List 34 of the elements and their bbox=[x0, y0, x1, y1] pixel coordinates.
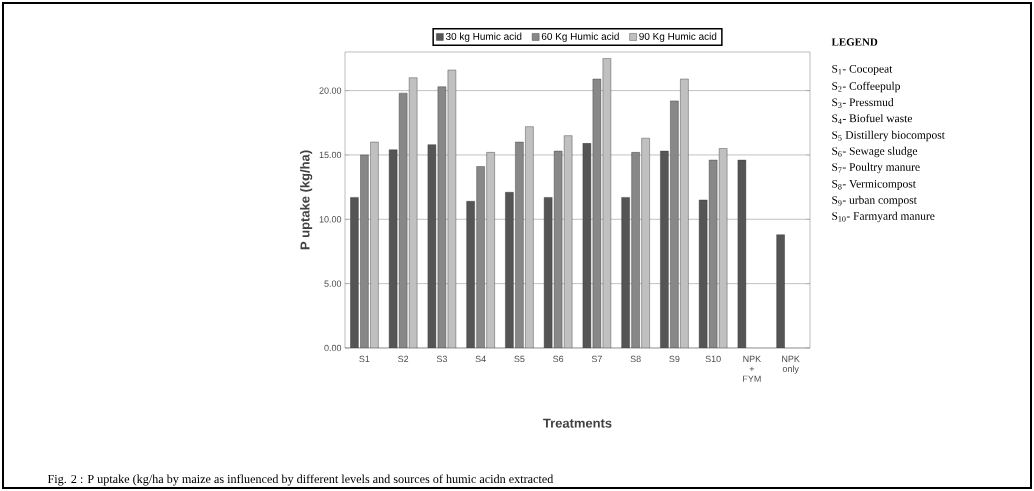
x-tick-label: NPK + FYM bbox=[743, 355, 761, 382]
y-tick-label: 5.00 bbox=[324, 280, 342, 287]
y-tick-label: 15.00 bbox=[319, 151, 342, 159]
text: S$_{7}$- Poultry manure bbox=[832, 162, 920, 174]
x-tick-label: NPK only bbox=[782, 355, 800, 374]
x-tick-label: S4 bbox=[475, 355, 486, 363]
y-axis-title: P uptake (kg/ha) bbox=[300, 150, 313, 250]
x-axis-title: Treatments bbox=[543, 418, 612, 428]
y-tick-label: 10.00 bbox=[319, 216, 342, 223]
x-tick-label: S6 bbox=[553, 355, 564, 363]
x-tick-label: S1 bbox=[359, 355, 370, 363]
text: S$_{1}$- Cocopeat bbox=[832, 64, 893, 75]
y-tick-label: 20.00 bbox=[319, 87, 342, 94]
text: S$_{5}$ Distillery biocompost bbox=[832, 130, 945, 142]
legend-label: 60 Kg Humic acid bbox=[541, 32, 619, 42]
text: S$_{10}$- Farmyard manure bbox=[832, 211, 935, 223]
legend-label: 90 Kg Humic acid bbox=[639, 32, 717, 42]
x-tick-label: S2 bbox=[398, 355, 409, 363]
text: S$_{3}$- Pressmud bbox=[832, 98, 894, 108]
text: S$_{2}$- Coffeepulp bbox=[832, 81, 900, 93]
x-tick-label: S9 bbox=[669, 355, 680, 363]
y-tick-label: 0.00 bbox=[324, 344, 342, 352]
text: LEGEND bbox=[831, 38, 878, 46]
x-tick-label: S5 bbox=[514, 355, 525, 363]
legend-label: 30 kg Humic acid bbox=[445, 32, 522, 42]
x-tick-label: S10 bbox=[705, 355, 721, 363]
x-tick-label: S3 bbox=[436, 355, 447, 363]
text: S$_{9}$- urban compost bbox=[832, 195, 917, 207]
x-tick-label: S7 bbox=[591, 355, 602, 363]
text: S$_{8}$- Vermicompost bbox=[832, 179, 916, 190]
text: S$_{6}$- Sewage sludge bbox=[832, 146, 918, 158]
text: S$_{4}$- Biofuel waste bbox=[832, 114, 912, 124]
x-tick-label: S8 bbox=[630, 355, 641, 363]
caption: Fig. 2 : P uptake (kg/ha by maize as influenced by different levels and sources of humic acidn extracted bbox=[47, 474, 554, 486]
